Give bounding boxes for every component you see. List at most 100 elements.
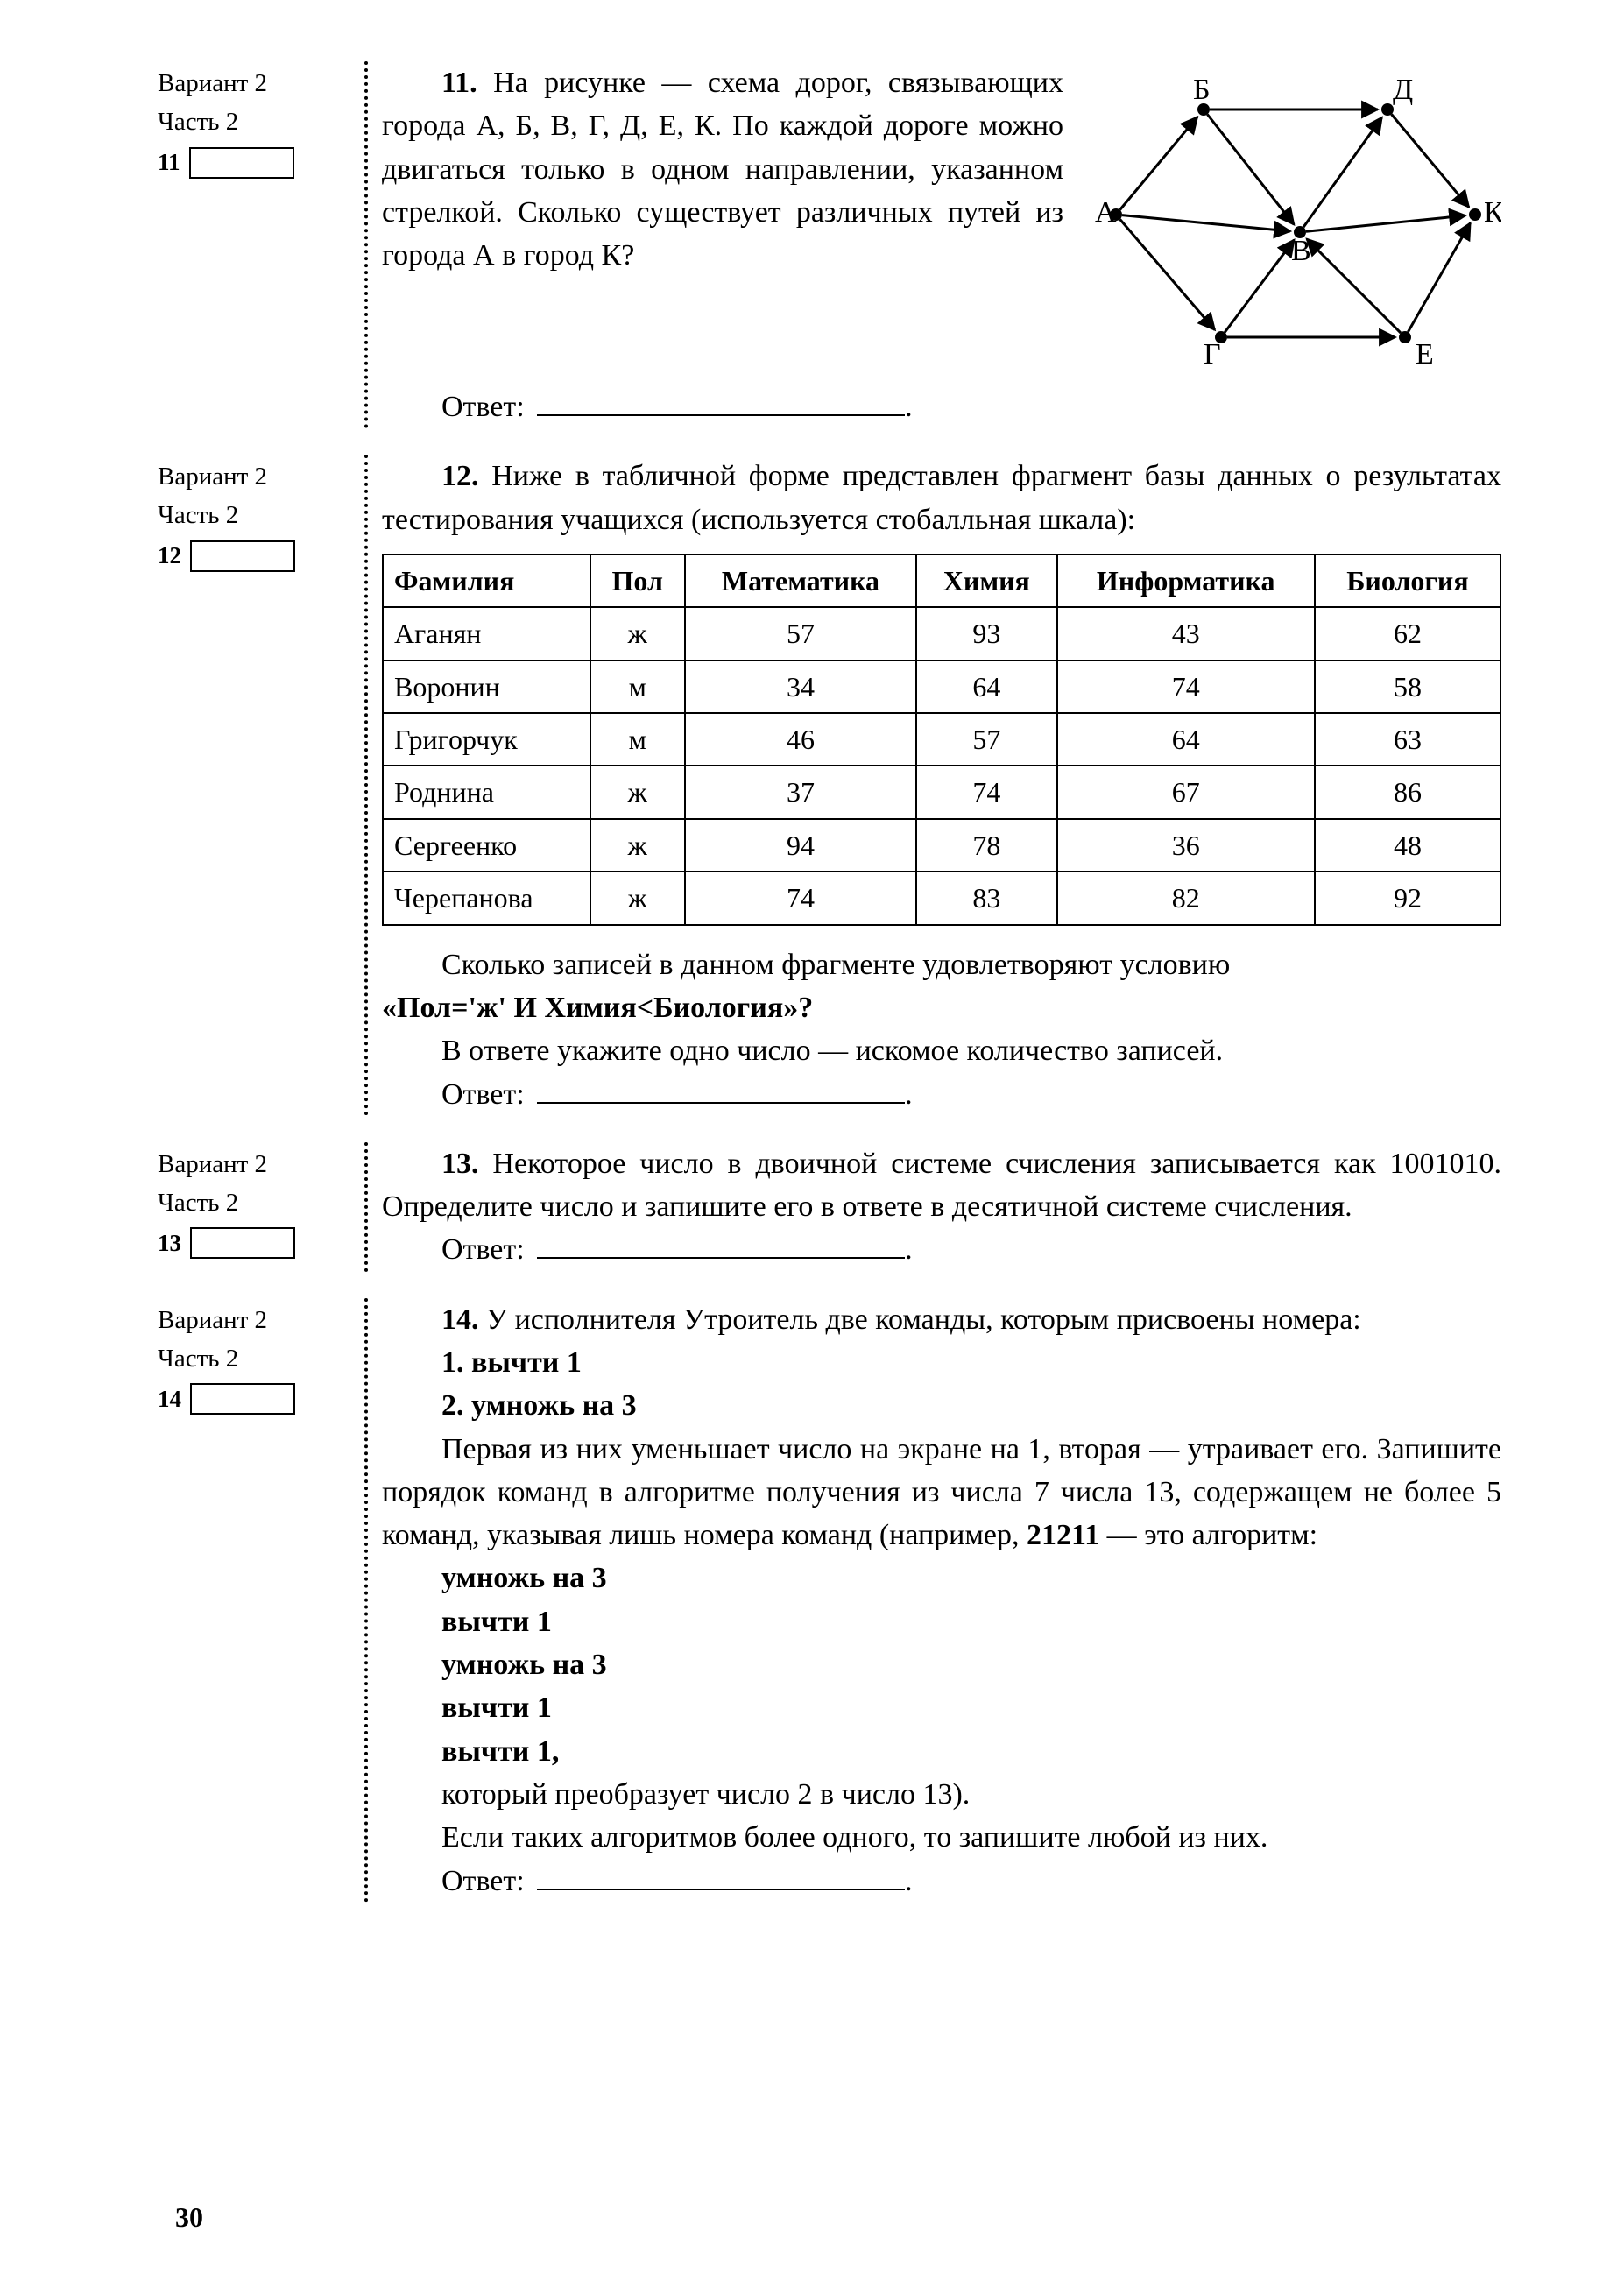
answer-box-q13[interactable] — [190, 1227, 295, 1259]
example-algorithm: умножь на 3 вычти 1 умножь на 3 вычти 1 … — [441, 1557, 1501, 1772]
sidebar-q12: Вариант 2 Часть 2 12 — [158, 455, 359, 1116]
dotted-divider — [359, 1298, 382, 1903]
svg-text:Е: Е — [1416, 338, 1434, 371]
answer-blank-q14[interactable] — [537, 1861, 905, 1890]
command-list: 1. вычти 1 2. умножь на 3 — [441, 1341, 1501, 1428]
table-cell: 43 — [1057, 607, 1315, 660]
table-cell: 67 — [1057, 766, 1315, 818]
students-table: ФамилияПолМатематикаХимияИнформатикаБиол… — [382, 554, 1501, 926]
svg-text:Г: Г — [1204, 338, 1221, 371]
answer-label: Ответ: — [441, 1233, 525, 1266]
table-cell: 83 — [916, 872, 1056, 924]
col-header: Математика — [685, 554, 916, 607]
table-cell: 48 — [1315, 819, 1500, 872]
answer-blank-q12[interactable] — [537, 1074, 905, 1104]
table-cell: 74 — [916, 766, 1056, 818]
q12-question2: В ответе укажите одно число — искомое ко… — [382, 1029, 1501, 1072]
content-q12: 12. Ниже в табличной форме представлен ф… — [382, 455, 1501, 1116]
variant-label: Вариант 2 — [158, 458, 359, 495]
svg-text:В: В — [1291, 235, 1311, 267]
table-cell: ж — [590, 766, 685, 818]
answer-box-q12[interactable] — [190, 540, 295, 572]
table-row: Роднинаж37746786 — [383, 766, 1500, 818]
table-cell: 74 — [685, 872, 916, 924]
task-11: Вариант 2 Часть 2 11 11. На рисунке — сх… — [158, 61, 1501, 428]
table-cell: м — [590, 660, 685, 713]
table-cell: 62 — [1315, 607, 1500, 660]
table-cell: 36 — [1057, 819, 1315, 872]
table-cell: Черепанова — [383, 872, 590, 924]
content-q13: 13. Некоторое число в двоичной системе с… — [382, 1142, 1501, 1272]
sidebar-q14: Вариант 2 Часть 2 14 — [158, 1298, 359, 1903]
ex-step: умножь на 3 — [441, 1557, 1501, 1600]
ex-step: вычти 1, — [441, 1730, 1501, 1773]
graph-svg: АБВГДЕК — [1090, 61, 1501, 385]
table-cell: ж — [590, 872, 685, 924]
table-cell: Воронин — [383, 660, 590, 713]
table-cell: м — [590, 713, 685, 766]
table-cell: 64 — [916, 660, 1056, 713]
table-cell: Григорчук — [383, 713, 590, 766]
answer-line-q11: Ответ: . — [382, 385, 1501, 428]
svg-text:Б: Б — [1193, 74, 1211, 106]
part-label: Часть 2 — [158, 497, 359, 533]
answer-blank-q11[interactable] — [537, 386, 905, 416]
answer-blank-q13[interactable] — [537, 1229, 905, 1259]
task-number: 12 — [158, 539, 181, 573]
col-header: Биология — [1315, 554, 1500, 607]
table-cell: 57 — [916, 713, 1056, 766]
svg-text:К: К — [1484, 196, 1501, 229]
q12-intro: 12. Ниже в табличной форме представлен ф… — [382, 455, 1501, 541]
sidebar-q13: Вариант 2 Часть 2 13 — [158, 1142, 359, 1272]
answer-box-q11[interactable] — [189, 147, 294, 179]
q14-intro: 14. У исполнителя Утроитель две команды,… — [382, 1298, 1501, 1341]
table-cell: 74 — [1057, 660, 1315, 713]
q13-text: 13. Некоторое число в двоичной системе с… — [382, 1142, 1501, 1229]
task-12: Вариант 2 Часть 2 12 12. Ниже в таблично… — [158, 455, 1501, 1116]
table-cell: 82 — [1057, 872, 1315, 924]
road-graph: АБВГДЕК — [1090, 61, 1501, 385]
table-row: Черепановаж74838292 — [383, 872, 1500, 924]
dotted-divider — [359, 455, 382, 1116]
answer-label: Ответ: — [441, 1865, 525, 1897]
q14-exclose: который преобразует число 2 в число 13). — [382, 1773, 1501, 1816]
variant-label: Вариант 2 — [158, 1146, 359, 1183]
table-cell: Роднина — [383, 766, 590, 818]
table-cell: 78 — [916, 819, 1056, 872]
table-cell: 57 — [685, 607, 916, 660]
ex-step: вычти 1 — [441, 1686, 1501, 1729]
table-cell: 94 — [685, 819, 916, 872]
answer-line-q14: Ответ: . — [382, 1860, 1501, 1903]
answer-box-q14[interactable] — [190, 1383, 295, 1415]
q14-tail: Если таких алгоритмов более одного, то з… — [382, 1816, 1501, 1859]
table-cell: 58 — [1315, 660, 1500, 713]
dotted-divider — [359, 61, 382, 428]
table-cell: 86 — [1315, 766, 1500, 818]
q11-body: 11. На рисунке — схема дорог, связывающи… — [382, 61, 1063, 277]
table-row: Сергеенкож94783648 — [383, 819, 1500, 872]
task-number: 14 — [158, 1382, 181, 1416]
table-cell: 63 — [1315, 713, 1500, 766]
col-header: Информатика — [1057, 554, 1315, 607]
dotted-divider — [359, 1142, 382, 1272]
table-row: Воронинм34647458 — [383, 660, 1500, 713]
answer-label: Ответ: — [441, 391, 525, 423]
q14-para: Первая из них уменьшает число на экране … — [382, 1428, 1501, 1557]
q12-question1: Сколько записей в данном фрагменте удовл… — [382, 943, 1501, 986]
svg-text:Д: Д — [1393, 74, 1413, 106]
table-cell: ж — [590, 819, 685, 872]
table-cell: 46 — [685, 713, 916, 766]
task-number: 11 — [158, 145, 180, 180]
task-14: Вариант 2 Часть 2 14 14. У исполнителя У… — [158, 1298, 1501, 1903]
table-cell: Сергеенко — [383, 819, 590, 872]
part-label: Часть 2 — [158, 103, 359, 140]
col-header: Фамилия — [383, 554, 590, 607]
ex-step: вычти 1 — [441, 1600, 1501, 1643]
table-cell: 34 — [685, 660, 916, 713]
q12-condition: «Пол='ж' И Химия<Биология»? — [382, 986, 1501, 1029]
col-header: Пол — [590, 554, 685, 607]
variant-label: Вариант 2 — [158, 1302, 359, 1338]
table-cell: 92 — [1315, 872, 1500, 924]
answer-line-q12: Ответ: . — [382, 1073, 1501, 1116]
variant-label: Вариант 2 — [158, 65, 359, 102]
